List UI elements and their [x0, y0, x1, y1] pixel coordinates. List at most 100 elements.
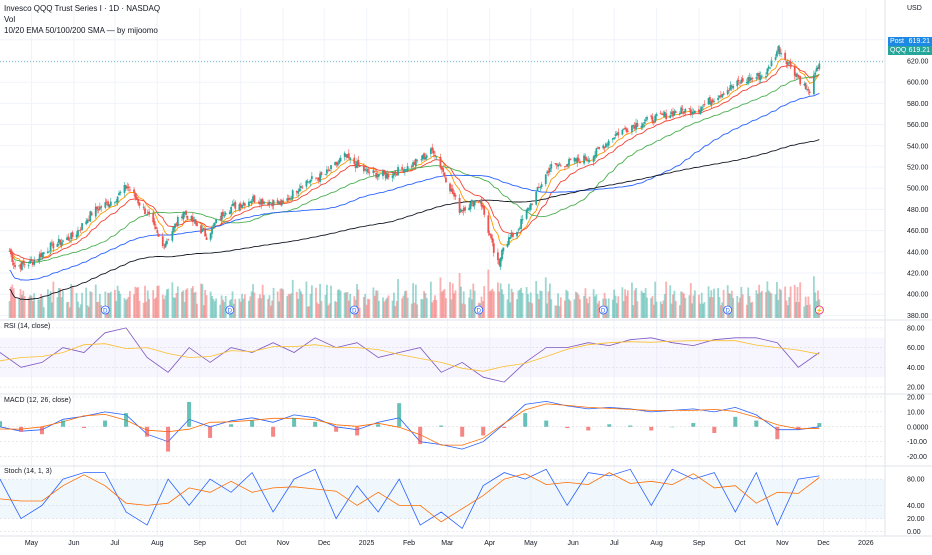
candle-body [603, 146, 606, 149]
candle-body [670, 112, 673, 114]
marker-label: D [726, 309, 731, 315]
volume-bar [46, 289, 49, 318]
volume-bar [487, 269, 490, 318]
candle-body [643, 122, 646, 124]
volume-bar [722, 289, 725, 318]
candle-body [8, 250, 11, 252]
candle-body [364, 169, 367, 171]
legend-volume[interactable]: Vol [4, 15, 16, 24]
volume-bar [622, 301, 625, 318]
candle-body [481, 205, 484, 208]
volume-bar [31, 300, 34, 318]
dividend-marker[interactable]: D [225, 305, 235, 315]
candle-body [336, 162, 339, 166]
candle-body [258, 201, 261, 205]
candle-body [703, 104, 706, 105]
candle-body [194, 219, 197, 224]
volume-bar [453, 293, 456, 318]
rsi-label[interactable]: RSI (14, close) [4, 323, 51, 330]
volume-bar [616, 303, 618, 318]
volume-bar [592, 289, 595, 318]
volume-bar [812, 276, 815, 318]
candle-body [18, 265, 21, 267]
dividend-marker[interactable]: D [723, 305, 733, 315]
candle-body [115, 201, 118, 203]
volume-bar [37, 299, 40, 318]
volume-bar [163, 299, 166, 318]
candle-body [211, 226, 213, 234]
candle-body [324, 174, 327, 176]
dividend-marker[interactable]: D [598, 305, 608, 315]
candle-body [769, 67, 772, 69]
candle-body [632, 124, 635, 127]
candle-body [721, 93, 724, 98]
macd-histogram-bar [187, 401, 192, 427]
candle-body [558, 163, 561, 165]
volume-bar [670, 303, 673, 318]
candle-body [200, 225, 202, 234]
volume-bar [68, 307, 71, 318]
macd-label[interactable]: MACD (12, 26, close) [4, 397, 71, 404]
volume-bar [343, 292, 346, 318]
stoch-label[interactable]: Stoch (14, 1, 3) [4, 468, 52, 475]
candle-body [300, 186, 302, 188]
volume-bar [234, 299, 237, 318]
candle-body [357, 159, 360, 166]
candle-body [777, 46, 780, 52]
candle-body [12, 262, 15, 265]
ema20-line [9, 64, 820, 261]
macd-pane: 20.00 10.00 0.0000 -10.00 -20.00 [0, 393, 932, 461]
volume-bar [659, 301, 662, 318]
volume-bar [220, 295, 223, 318]
time-tick-label: Oct [735, 540, 746, 547]
volume-bar [614, 295, 617, 318]
time-tick-label: Dec [318, 540, 331, 547]
candle-body [688, 108, 691, 109]
candle-body [750, 77, 752, 81]
volume-bar [185, 289, 187, 318]
earnings-flash-marker[interactable]: ⚡ [814, 305, 824, 315]
candle-body [297, 191, 300, 194]
pane-tick-label: 0.00 [907, 529, 921, 536]
candle-body [759, 75, 762, 81]
candle-body [602, 145, 605, 149]
macd-histogram-bar [229, 424, 234, 427]
candle-body [538, 186, 540, 188]
volume-bar [555, 305, 558, 318]
candle-body [239, 203, 242, 208]
candle-body [748, 77, 751, 82]
volume-bar [171, 282, 174, 318]
volume-bar [191, 286, 194, 318]
candle-body [449, 183, 451, 192]
volume-bar [626, 290, 629, 318]
volume-bar [652, 304, 655, 318]
legend-title[interactable]: Invesco QQQ Trust Series I · 1D · NASDAQ [4, 4, 161, 13]
candle-body [212, 224, 215, 226]
dividend-marker[interactable]: D [474, 305, 484, 315]
volume-bar [146, 290, 149, 318]
candle-body [346, 154, 349, 158]
event-markers[interactable]: D D D D D D ⚡ [100, 305, 824, 315]
volume-bar [557, 293, 559, 318]
volume-bar [654, 281, 657, 318]
volume-bar [175, 292, 178, 318]
legend-indicators[interactable]: 10/20 EMA 50/100/200 SMA — by mijoomo [4, 26, 158, 35]
dividend-marker[interactable]: D [349, 305, 359, 315]
candle-body [569, 158, 572, 161]
candle-body [213, 223, 216, 226]
candle-body [491, 237, 494, 243]
volume-bar [674, 301, 677, 318]
volume-bar [295, 291, 298, 318]
dividend-marker[interactable]: D [100, 305, 110, 315]
volume-bar [10, 286, 12, 318]
volume-bar [423, 291, 425, 318]
volume-bar [86, 305, 89, 318]
pane-tick-label: 80.00 [907, 477, 925, 484]
candle-body [191, 216, 194, 222]
candle-body [107, 201, 109, 206]
candle-body [540, 184, 543, 187]
volume-bar [692, 295, 695, 318]
candle-body [665, 113, 668, 120]
